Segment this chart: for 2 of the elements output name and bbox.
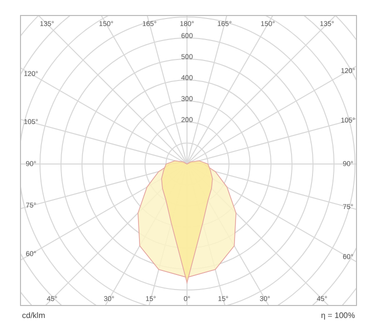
text: cd/klm xyxy=(22,311,46,320)
text: η = 100% xyxy=(320,311,355,320)
